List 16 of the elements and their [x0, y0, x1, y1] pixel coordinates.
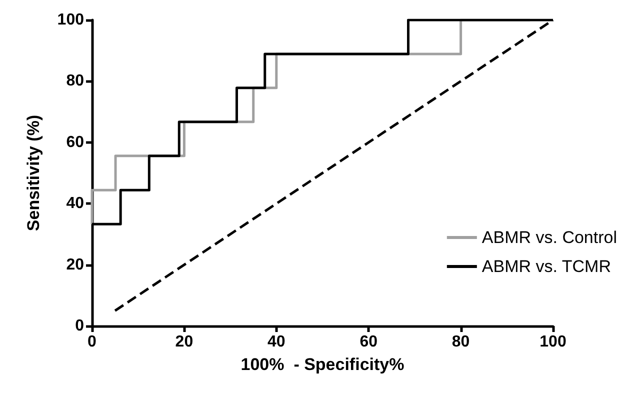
- y-tick-label: 20: [66, 256, 84, 274]
- legend-label: ABMR vs. TCMR: [482, 257, 611, 276]
- x-tick-label: 80: [452, 334, 470, 350]
- y-tick-label: 100: [57, 12, 84, 28]
- y-tick-label: 60: [66, 134, 84, 151]
- x-tick-label: 60: [360, 334, 378, 350]
- x-tick-label: 20: [175, 334, 194, 350]
- y-tick-label: 0: [75, 318, 84, 334]
- y-axis-title: Sensitivity (%): [24, 114, 43, 232]
- x-tick-label: 100: [540, 334, 566, 350]
- x-axis-title: 100% - Specificity%: [240, 355, 404, 374]
- legend-label: ABMR vs. Control: [482, 228, 618, 247]
- x-tick-label: 0: [88, 334, 97, 350]
- x-tick-label: 40: [268, 334, 286, 350]
- y-tick-label: 40: [66, 195, 84, 212]
- y-tick-label: 80: [66, 72, 84, 90]
